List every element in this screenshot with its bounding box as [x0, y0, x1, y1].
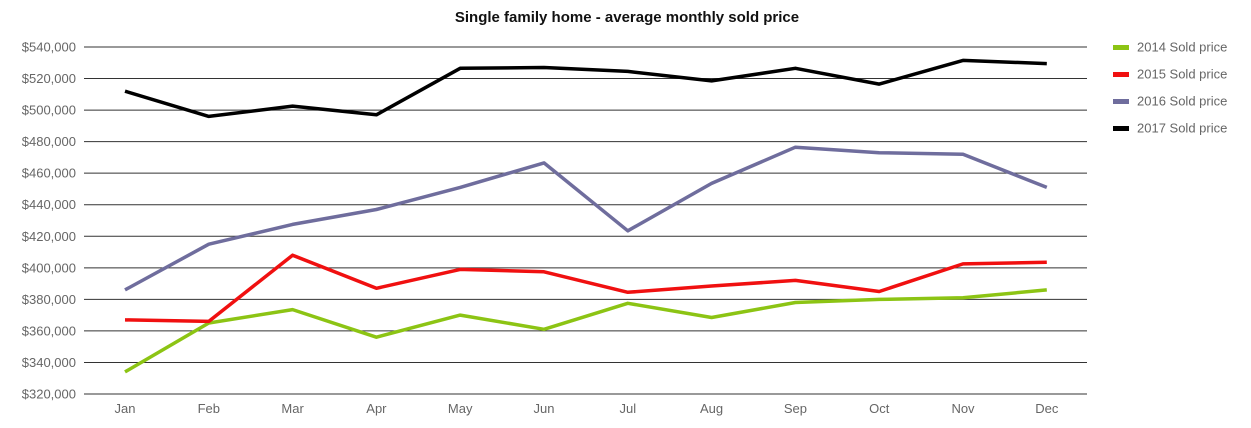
legend-label: 2014 Sold price [1137, 40, 1227, 55]
x-tick-label: Apr [366, 401, 387, 416]
y-tick-label: $340,000 [22, 355, 76, 370]
legend-swatch [1113, 99, 1129, 104]
y-axis-ticks: $320,000 $340,000 $360,000 $380,000 $400,000… [22, 40, 76, 402]
y-tick-label: $520,000 [22, 71, 76, 86]
y-tick-label: $360,000 [22, 323, 76, 338]
legend-item[interactable]: 2015 Sold price [1113, 67, 1227, 82]
legend: 2014 Sold price 2015 Sold price 2016 Sold … [1113, 40, 1227, 136]
y-tick-label: $480,000 [22, 134, 76, 149]
x-tick-label: Oct [869, 401, 890, 416]
x-axis-ticks: Jan Feb Mar Apr May Jun Jul Aug Sep Oct Nov Dec [115, 401, 1059, 416]
x-tick-label: Jan [115, 401, 136, 416]
chart-title: Single family home - average monthly sol… [455, 9, 799, 26]
y-tick-label: $440,000 [22, 197, 76, 212]
legend-swatch [1113, 45, 1129, 50]
x-tick-label: Nov [951, 401, 975, 416]
legend-swatch [1113, 72, 1129, 77]
x-tick-label: Feb [198, 401, 220, 416]
y-tick-label: $320,000 [22, 387, 76, 402]
legend-item[interactable]: 2014 Sold price [1113, 40, 1227, 55]
legend-label: 2015 Sold price [1137, 67, 1227, 82]
legend-swatch [1113, 126, 1129, 131]
series-line-2 [124, 145, 1048, 292]
series-lines [124, 58, 1048, 374]
series-line-1 [124, 253, 1047, 324]
legend-item[interactable]: 2016 Sold price [1113, 94, 1227, 109]
legend-label: 2017 Sold price [1137, 121, 1227, 136]
legend-label: 2016 Sold price [1137, 94, 1227, 109]
y-tick-label: $420,000 [22, 229, 76, 244]
series-line-3 [124, 58, 1047, 119]
grid [84, 46, 1087, 395]
legend-item[interactable]: 2017 Sold price [1113, 121, 1227, 136]
series-line-0 [124, 288, 1047, 374]
y-tick-label: $500,000 [22, 103, 76, 118]
y-tick-label: $460,000 [22, 166, 76, 181]
y-tick-label: $400,000 [22, 260, 76, 275]
x-tick-label: Aug [700, 401, 723, 416]
x-tick-label: Sep [784, 401, 807, 416]
x-tick-label: May [448, 401, 473, 416]
y-tick-label: $380,000 [22, 292, 76, 307]
x-tick-label: Jul [619, 401, 636, 416]
x-tick-label: Dec [1035, 401, 1059, 416]
y-tick-label: $540,000 [22, 40, 76, 55]
x-tick-label: Mar [281, 401, 304, 416]
x-tick-label: Jun [534, 401, 555, 416]
